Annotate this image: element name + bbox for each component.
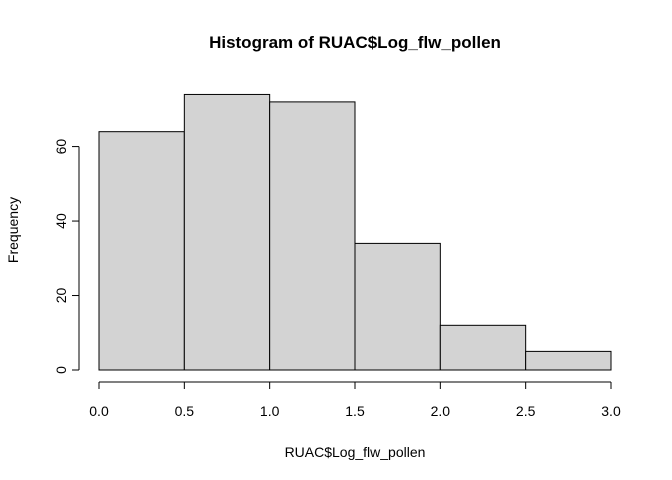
chart-title: Histogram of RUAC$Log_flw_pollen	[209, 33, 501, 52]
bars-group	[98, 93, 612, 371]
histogram-bar-1	[183, 93, 271, 371]
histogram-bar-0	[98, 131, 185, 371]
y-axis-label: Frequency	[5, 197, 21, 263]
histogram-bar-3	[354, 242, 441, 371]
x-tick-label: 2.5	[516, 403, 536, 419]
y-tick-label: 40	[53, 213, 69, 229]
x-tick-label: 1.0	[260, 403, 280, 419]
histogram-bar-5	[525, 350, 612, 371]
y-tick-label: 60	[53, 139, 69, 155]
x-tick-label: 3.0	[601, 403, 621, 419]
x-tick-label: 0.5	[175, 403, 195, 419]
y-tick-label: 20	[53, 288, 69, 304]
y-axis: 0 20 40 60	[53, 139, 80, 374]
histogram-bar-2	[269, 101, 356, 371]
x-tick-label: 2.0	[431, 403, 451, 419]
y-tick-label: 0	[53, 366, 69, 374]
x-axis: 0.0 0.5 1.0 1.5 2.0 2.5 3.0	[89, 381, 621, 419]
histogram-bar-4	[439, 324, 527, 371]
x-axis-label: RUAC$Log_flw_pollen	[285, 444, 426, 460]
x-tick-label: 0.0	[89, 403, 109, 419]
x-tick-label: 1.5	[345, 403, 365, 419]
